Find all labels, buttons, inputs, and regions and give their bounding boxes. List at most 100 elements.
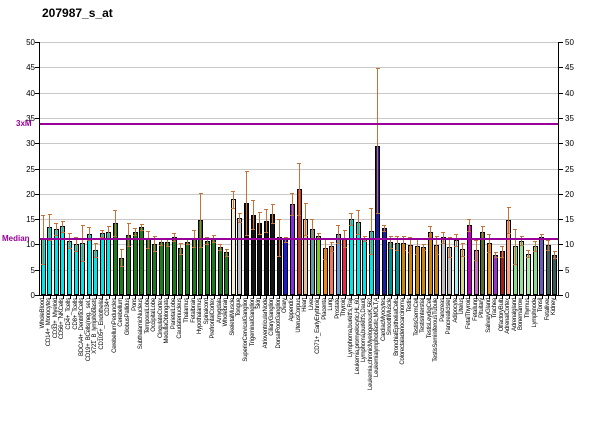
x-axis-tick [154, 296, 156, 299]
y-axis-tick-left [35, 168, 39, 170]
y-axis-label-right: 45 [565, 63, 574, 73]
y-axis-label-right: 20 [565, 189, 574, 199]
error-cap-top [231, 190, 236, 192]
error-bar [154, 236, 156, 252]
error-cap-bottom [224, 255, 229, 257]
y-axis-tick-left [35, 295, 39, 296]
error-cap-top [329, 241, 334, 243]
error-bar [390, 235, 392, 248]
error-bar [547, 239, 549, 250]
error-bar [95, 242, 97, 258]
error-bar [114, 209, 116, 237]
x-axis-tick [489, 296, 491, 299]
error-bar [423, 244, 425, 251]
error-cap-top [336, 225, 341, 227]
error-bar [370, 208, 372, 254]
y-axis-tick-right [559, 219, 563, 221]
bar-Wholebrain [224, 252, 230, 295]
x-axis-tick [403, 296, 405, 299]
error-cap-top [152, 236, 157, 238]
y-axis-label-right: 10 [565, 240, 574, 250]
bar-PrefrontalCortex [211, 238, 217, 295]
y-axis-tick-left [35, 67, 39, 69]
error-bar [350, 213, 352, 226]
error-cap-bottom [218, 250, 223, 252]
x-axis-tick [253, 296, 255, 299]
error-cap-top [500, 246, 505, 248]
error-bar [468, 219, 470, 232]
x-axis-tick [292, 296, 294, 299]
x-axis-tick [423, 296, 425, 299]
error-cap-top [270, 203, 275, 205]
error-cap-top [474, 239, 479, 241]
median-line [40, 238, 558, 241]
x-axis-tick [62, 296, 64, 299]
error-cap-top [460, 243, 465, 245]
error-bar [337, 225, 339, 244]
error-cap-top [54, 223, 59, 225]
x-axis-tick [161, 296, 163, 299]
error-cap-top [316, 233, 321, 235]
bar-Caudatenucleus [178, 248, 184, 295]
error-cap-top [362, 236, 367, 238]
x-axis-label: GlobusPallidus [125, 298, 132, 336]
y-axis-label-left: 20 [26, 189, 35, 199]
error-cap-bottom [244, 235, 249, 237]
error-cap-bottom [408, 252, 413, 254]
error-cap-bottom [251, 229, 256, 231]
y-axis-label-left: 25 [26, 164, 35, 174]
error-cap-top [218, 244, 223, 246]
error-bar [160, 239, 162, 246]
y-axis-label-left: 35 [26, 113, 35, 123]
error-cap-bottom [474, 260, 479, 262]
error-cap-bottom [211, 242, 216, 244]
x-axis-tick [476, 296, 478, 299]
error-cap-top [244, 170, 249, 172]
error-cap-bottom [54, 235, 59, 237]
gridline [40, 117, 558, 119]
y-axis-tick-left [35, 92, 39, 94]
x-axis-tick [351, 296, 353, 299]
error-bar [69, 233, 70, 249]
gridline [40, 143, 558, 145]
error-bar [541, 234, 543, 240]
error-cap-top [224, 249, 229, 251]
error-cap-bottom [119, 265, 124, 267]
error-cap-top [100, 229, 105, 231]
error-cap-bottom [113, 236, 118, 238]
error-cap-bottom [441, 242, 446, 244]
x-axis-label: Heart [302, 298, 309, 312]
error-bar [239, 213, 241, 223]
error-cap-bottom [303, 235, 308, 237]
error-cap-bottom [41, 263, 46, 265]
error-bar [75, 236, 77, 251]
bar-Tonsil [539, 236, 545, 295]
error-bar [324, 238, 326, 259]
x-axis-tick [226, 296, 228, 299]
y-axis-label-right: 0 [565, 291, 570, 300]
x-axis-tick [449, 296, 451, 299]
y-axis-label-left: 30 [26, 139, 35, 149]
bar-SkeletalMuscle [230, 199, 236, 295]
threexm-label: 3xM [16, 118, 32, 128]
x-axis-tick [76, 296, 78, 299]
error-cap-bottom [297, 215, 301, 217]
error-cap-bottom [283, 241, 288, 243]
error-bar [232, 190, 234, 208]
error-bar [173, 232, 175, 241]
error-cap-top [251, 199, 256, 201]
error-cap-top [539, 234, 544, 236]
error-cap-top [388, 235, 393, 237]
error-cap-top [277, 219, 282, 221]
error-cap-top [533, 240, 538, 242]
error-bar [167, 238, 169, 247]
error-cap-top [126, 223, 131, 225]
x-axis-tick [377, 296, 379, 299]
x-axis-tick [469, 296, 471, 299]
x-axis-tick [174, 296, 176, 299]
bar-CiliaryGanglion [270, 213, 276, 295]
bar-SmoothMuscle [388, 241, 394, 295]
x-axis-label: CD4+_Tcells [66, 298, 72, 330]
x-axis-label: SuperiorCervicalGanglion [243, 298, 250, 362]
y-axis-tick-right [559, 193, 563, 195]
